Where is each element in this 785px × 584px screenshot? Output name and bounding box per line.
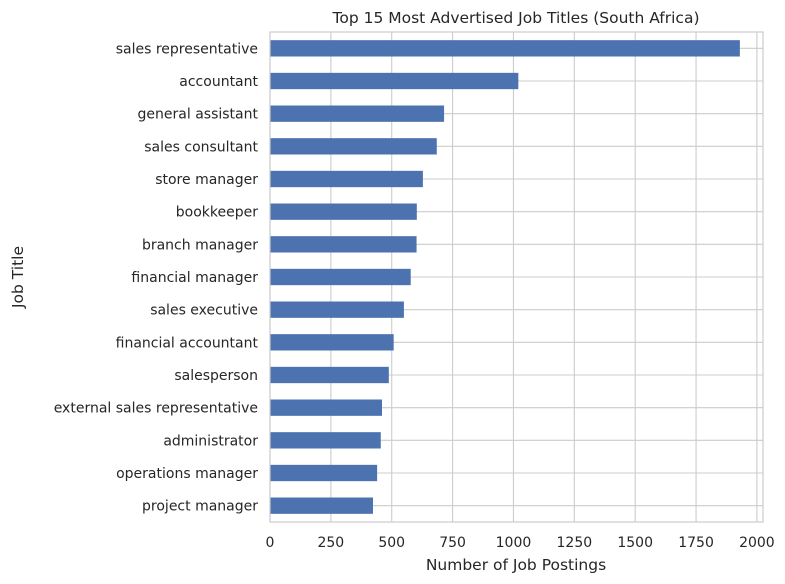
- y-axis-title: Job Title: [9, 246, 27, 309]
- x-tick-label: 1500: [617, 535, 653, 551]
- y-tick-label: salesperson: [174, 368, 258, 384]
- x-tick-label: 1750: [678, 535, 714, 551]
- bar: [270, 268, 411, 286]
- y-tick-label: store manager: [155, 172, 258, 188]
- bar: [270, 40, 740, 57]
- chart-title: Top 15 Most Advertised Job Titles (South…: [332, 9, 700, 27]
- y-tick-label: general assistant: [138, 107, 259, 123]
- y-tick-label: bookkeeper: [176, 205, 258, 221]
- bar: [270, 399, 382, 416]
- bar: [270, 432, 381, 449]
- y-tick-label: sales consultant: [144, 139, 258, 155]
- plot-frame: [269, 31, 764, 523]
- bar: [270, 464, 378, 482]
- x-tick-label: 0: [266, 535, 275, 551]
- y-tick-label: sales executive: [150, 303, 258, 319]
- x-tick-label: 750: [439, 535, 466, 551]
- bars: [270, 40, 740, 514]
- x-tick-label: 1250: [557, 535, 593, 551]
- bar: [270, 236, 417, 253]
- bar: [270, 301, 404, 318]
- y-tick-label: branch manager: [142, 237, 258, 253]
- x-tick-labels: 0 250 500 750 1000 1250 1500 1750 2000: [266, 535, 775, 551]
- x-tick-label: 250: [317, 535, 344, 551]
- bar: [270, 72, 519, 90]
- y-tick-labels: sales representative accountant general as…: [54, 41, 259, 514]
- y-tick-label: financial manager: [131, 270, 258, 286]
- x-tick-label: 2000: [739, 535, 775, 551]
- y-tick-label: sales representative: [116, 41, 258, 57]
- x-axis-title: Number of Job Postings: [426, 556, 606, 574]
- y-tick-label: project manager: [142, 499, 258, 515]
- y-tick-label: administrator: [163, 433, 258, 449]
- bar: [270, 334, 394, 351]
- bar: [270, 497, 373, 514]
- bar: [270, 105, 445, 122]
- x-tick-label: 500: [378, 535, 405, 551]
- y-tick-label: external sales representative: [54, 401, 258, 417]
- y-tick-label: operations manager: [116, 466, 258, 482]
- bar: [270, 366, 389, 384]
- x-tick-label: 1000: [496, 535, 532, 551]
- y-tick-label: financial accountant: [116, 335, 259, 351]
- bar: [270, 203, 417, 220]
- bar: [270, 138, 437, 155]
- bar: [270, 170, 423, 188]
- y-tick-label: accountant: [179, 74, 258, 90]
